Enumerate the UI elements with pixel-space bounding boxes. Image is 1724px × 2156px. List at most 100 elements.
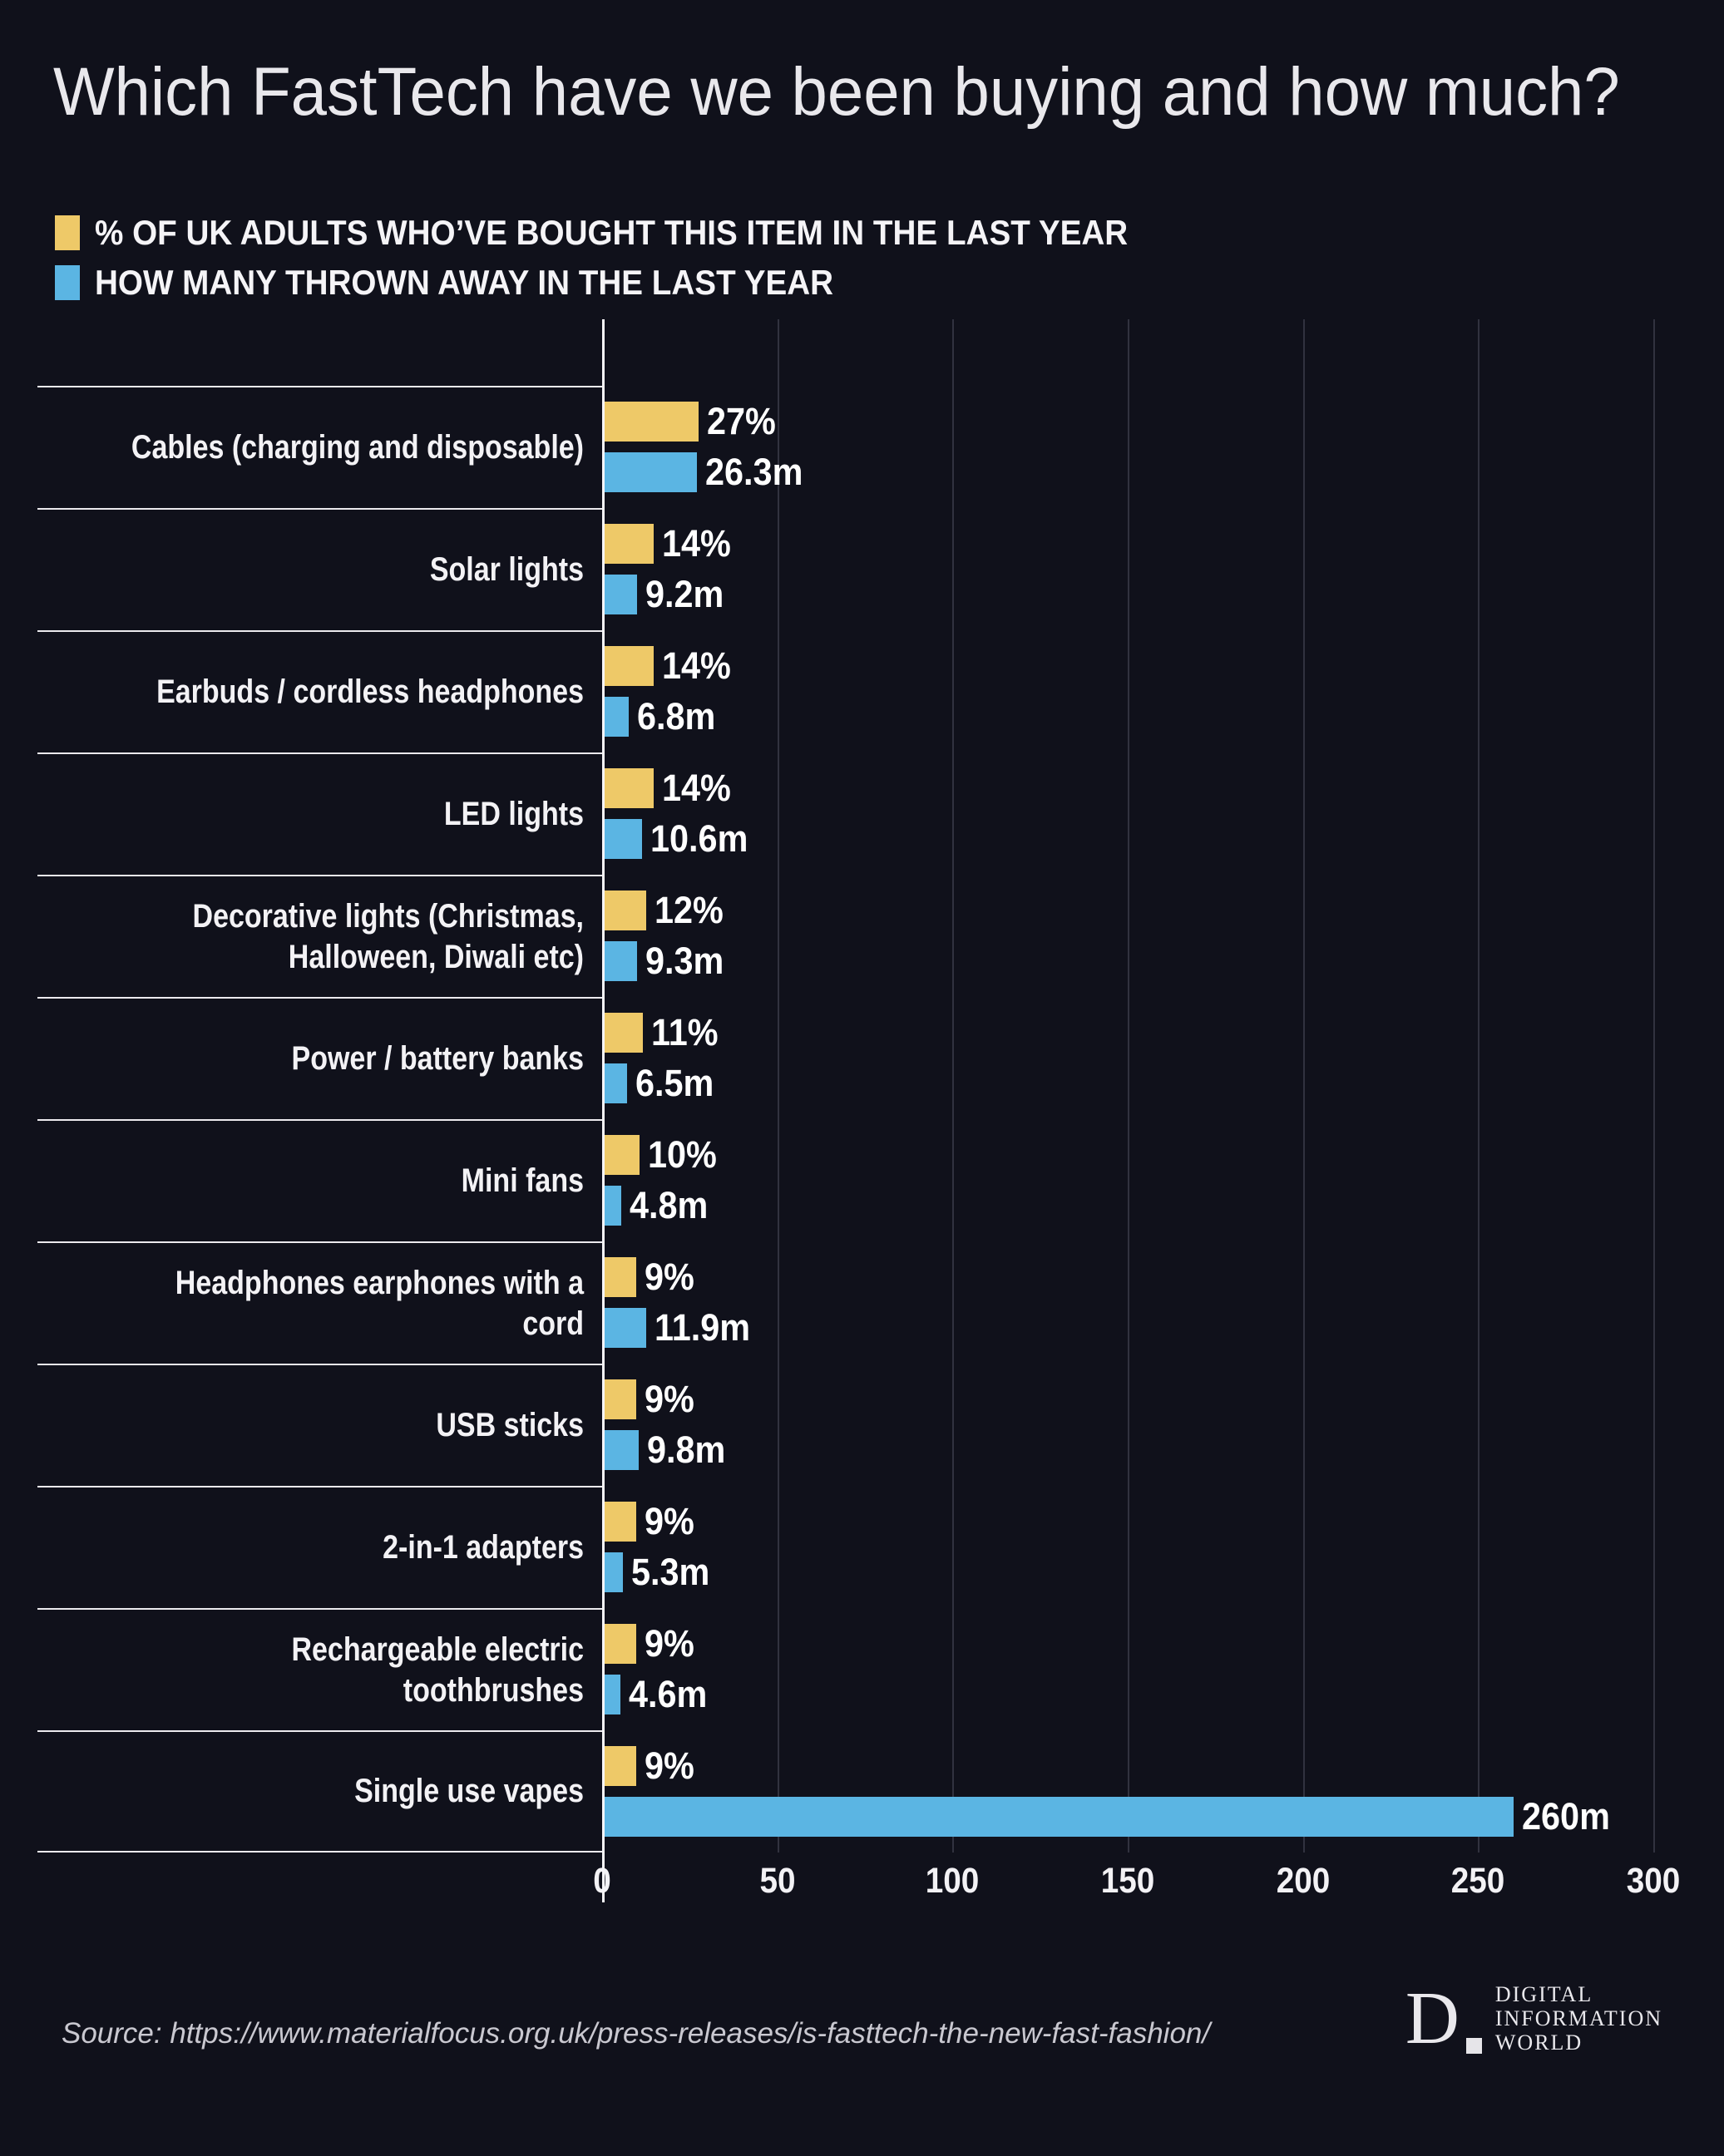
bar-thrown bbox=[605, 1186, 622, 1226]
bar-thrown bbox=[605, 452, 697, 492]
x-axis: 0 50 100 150 200 250 300 bbox=[593, 1861, 1680, 1907]
bar-thrown bbox=[605, 1308, 647, 1348]
bar-thrown bbox=[605, 1797, 1514, 1837]
chart-row: Solar lights 14% 9.2m bbox=[37, 508, 1691, 630]
x-tick: 300 bbox=[1626, 1861, 1681, 1901]
value-label-thrown: 9.3m bbox=[645, 940, 724, 982]
bar-thrown bbox=[605, 819, 642, 859]
category-label: 2-in-1 adapters bbox=[383, 1529, 584, 1566]
value-label-thrown: 9.8m bbox=[647, 1428, 726, 1471]
value-label-bought: 11% bbox=[651, 1011, 719, 1053]
logo-line: WORLD bbox=[1494, 2030, 1583, 2055]
category-label: Cables (charging and disposable) bbox=[131, 429, 584, 466]
gridline-100 bbox=[952, 319, 955, 1853]
chart-title: Which FastTech have we been buying and h… bbox=[53, 54, 1620, 130]
y-axis-line bbox=[602, 319, 605, 1902]
bar-bought bbox=[605, 524, 654, 564]
value-label-bought: 12% bbox=[655, 889, 724, 931]
value-label-bought: 14% bbox=[661, 644, 731, 687]
chart-row: 2-in-1 adapters 9% 5.3m bbox=[37, 1486, 1691, 1608]
gridline-300 bbox=[1653, 319, 1655, 1853]
chart-row: Single use vapes 9% 260m bbox=[37, 1730, 1691, 1853]
value-label-bought: 9% bbox=[644, 1622, 694, 1665]
bar-chart: Cables (charging and disposable) 27% 26.… bbox=[37, 319, 1691, 1916]
bar-thrown bbox=[605, 1063, 628, 1103]
value-label-thrown: 260m bbox=[1521, 1795, 1610, 1838]
value-label-bought: 9% bbox=[644, 1378, 694, 1420]
value-label-thrown: 9.2m bbox=[645, 573, 724, 615]
chart-row: Mini fans 10% 4.8m bbox=[37, 1119, 1691, 1241]
bar-bought bbox=[605, 1135, 640, 1175]
gridline-50 bbox=[777, 319, 779, 1853]
bar-thrown bbox=[605, 1552, 624, 1592]
bar-thrown bbox=[605, 575, 637, 614]
bar-bought bbox=[605, 1746, 636, 1786]
legend-swatch-bought-icon bbox=[55, 215, 80, 250]
chart-row: Cables (charging and disposable) 27% 26.… bbox=[37, 386, 1691, 508]
value-label-bought: 27% bbox=[707, 400, 777, 442]
value-label-thrown: 5.3m bbox=[631, 1551, 710, 1593]
value-label-bought: 10% bbox=[648, 1133, 717, 1176]
category-label: Rechargeable electric toothbrushes bbox=[291, 1631, 584, 1709]
logo-square-icon bbox=[1465, 2038, 1482, 2054]
chart-row: Headphones earphones with a cord 9% 11.9… bbox=[37, 1241, 1691, 1364]
chart-row: Rechargeable electric toothbrushes 9% 4.… bbox=[37, 1608, 1691, 1730]
x-tick: 150 bbox=[1100, 1861, 1155, 1901]
x-tick: 250 bbox=[1451, 1861, 1505, 1901]
value-label-thrown: 4.6m bbox=[629, 1673, 708, 1715]
category-label: Single use vapes bbox=[354, 1773, 584, 1809]
x-tick: 50 bbox=[759, 1861, 796, 1901]
bar-bought bbox=[605, 402, 699, 442]
value-label-bought: 14% bbox=[661, 767, 731, 809]
bar-bought bbox=[605, 1257, 636, 1297]
value-label-bought: 9% bbox=[644, 1256, 694, 1298]
bar-bought bbox=[605, 646, 654, 686]
bar-bought bbox=[605, 1502, 636, 1542]
bar-bought bbox=[605, 1013, 644, 1053]
value-label-thrown: 11.9m bbox=[655, 1306, 751, 1349]
category-label: USB sticks bbox=[436, 1407, 584, 1443]
value-label-bought: 14% bbox=[661, 522, 731, 565]
bar-thrown bbox=[605, 697, 629, 737]
category-label: LED lights bbox=[443, 796, 584, 832]
bar-bought bbox=[605, 1624, 636, 1664]
legend-label-bought: % OF UK ADULTS WHO’VE BOUGHT THIS ITEM I… bbox=[95, 213, 1129, 252]
value-label-thrown: 10.6m bbox=[650, 817, 748, 860]
value-label-bought: 9% bbox=[644, 1500, 694, 1542]
bar-thrown bbox=[605, 1430, 640, 1470]
chart-row: Earbuds / cordless headphones 14% 6.8m bbox=[37, 630, 1691, 752]
logo-wordmark: DIGITAL INFORMATION WORLD bbox=[1495, 1982, 1662, 2055]
value-label-thrown: 6.5m bbox=[635, 1062, 714, 1104]
brand-logo: D DIGITAL INFORMATION WORLD bbox=[1405, 1977, 1662, 2060]
category-label: Decorative lights (Christmas, Halloween,… bbox=[192, 897, 584, 975]
x-tick: 100 bbox=[926, 1861, 980, 1901]
category-label: Solar lights bbox=[429, 551, 584, 588]
legend-swatch-thrown-icon bbox=[55, 265, 80, 300]
gridline-250 bbox=[1478, 319, 1480, 1853]
chart-rows: Cables (charging and disposable) 27% 26.… bbox=[37, 386, 1691, 1853]
plot-area bbox=[602, 319, 1655, 1853]
logo-line: INFORMATION bbox=[1494, 2006, 1662, 2030]
bar-thrown bbox=[605, 941, 638, 981]
chart-row: USB sticks 9% 9.8m bbox=[37, 1364, 1691, 1486]
bar-bought bbox=[605, 891, 647, 930]
legend-label-thrown: HOW MANY THROWN AWAY IN THE LAST YEAR bbox=[95, 263, 834, 302]
value-label-bought: 9% bbox=[644, 1744, 694, 1787]
chart-row: Decorative lights (Christmas, Halloween,… bbox=[37, 875, 1691, 997]
category-label: Headphones earphones with a cord bbox=[175, 1264, 584, 1342]
chart-row: Power / battery banks 11% 6.5m bbox=[37, 997, 1691, 1119]
gridline-200 bbox=[1302, 319, 1305, 1853]
bar-bought bbox=[605, 1379, 636, 1419]
logo-line: DIGITAL bbox=[1494, 1982, 1593, 2006]
legend-item-bought: % OF UK ADULTS WHO’VE BOUGHT THIS ITEM I… bbox=[55, 213, 1218, 252]
x-tick: 200 bbox=[1276, 1861, 1330, 1901]
logo-monogram: D bbox=[1405, 1977, 1460, 2060]
category-label: Power / battery banks bbox=[291, 1040, 584, 1077]
chart-row: LED lights 14% 10.6m bbox=[37, 752, 1691, 875]
source-note: Source: https://www.materialfocus.org.uk… bbox=[62, 2017, 1211, 2050]
value-label-thrown: 6.8m bbox=[636, 695, 715, 738]
value-label-thrown: 4.8m bbox=[630, 1184, 709, 1226]
category-label: Earbuds / cordless headphones bbox=[156, 673, 584, 710]
gridline-150 bbox=[1128, 319, 1129, 1853]
